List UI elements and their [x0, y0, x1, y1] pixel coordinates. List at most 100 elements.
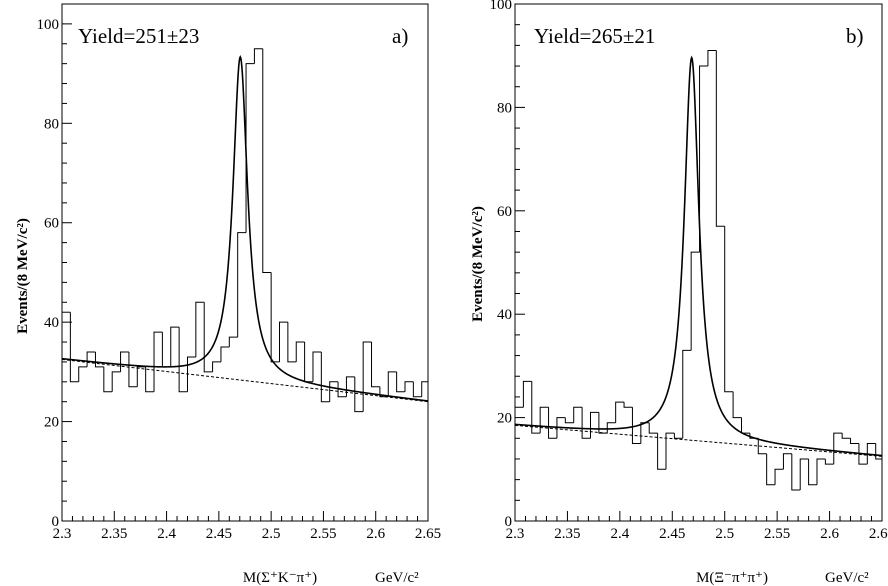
y-tick-label-a: 0 — [52, 514, 60, 530]
x-tick-label-b: 2.6 — [820, 526, 839, 542]
histogram-bin-a — [237, 232, 247, 338]
x-tick-label-a: 2.6 — [366, 526, 385, 542]
histogram-bin-b — [841, 433, 851, 439]
histogram-bin-a — [412, 381, 422, 398]
x-tick-label-b: 2.65 — [869, 526, 888, 542]
yield-annotation-b: Yield=265±21 — [534, 24, 655, 48]
histogram-bin-a — [345, 376, 355, 397]
histogram-bin-a — [94, 351, 104, 368]
histogram-bin-a — [136, 366, 146, 387]
histogram-bin-b — [564, 417, 574, 424]
histogram-bin-b — [673, 433, 683, 439]
panel-label-a: a) — [392, 24, 408, 48]
histogram-bin-a — [320, 351, 330, 403]
histogram-bin-a — [387, 371, 397, 397]
histogram-bin-a — [404, 381, 414, 392]
y-tick-label-b: 60 — [497, 204, 512, 220]
y-tick-label-b: 20 — [497, 411, 512, 427]
y-tick-label-b: 80 — [497, 100, 512, 116]
histogram-bin-a — [253, 48, 263, 64]
histogram-bin-a — [103, 366, 113, 393]
histogram-bin-a — [295, 341, 305, 362]
histogram-bin-b — [782, 453, 792, 470]
histogram-bin-a — [178, 327, 188, 393]
x-tick-label-a: 2.35 — [101, 526, 127, 542]
x-axis-label-b: M(Ξ⁻π⁺π⁺) — [696, 570, 768, 586]
histogram-bin-a — [186, 356, 196, 392]
histogram-bin-a — [337, 381, 347, 398]
histogram-bin-b — [791, 453, 801, 491]
x-tick-label-a: 2.45 — [206, 526, 232, 542]
x-tick-label-a: 2.65 — [415, 526, 441, 542]
y-tick-label-b: 0 — [505, 514, 513, 530]
histogram-bin-b — [699, 65, 708, 253]
x-tick-label-b: 2.45 — [659, 526, 685, 542]
histogram-bin-b — [589, 411, 599, 439]
histogram-bin-b — [631, 407, 641, 444]
y-tick-label-a: 20 — [44, 415, 59, 431]
plot-frame-a — [61, 3, 429, 522]
histogram-bin-b — [623, 402, 633, 408]
background-fit-a — [61, 358, 429, 403]
histogram-bin-b — [522, 380, 532, 408]
histogram-bin-b — [682, 349, 692, 439]
histogram-bin-a — [245, 63, 255, 233]
panel-label-b: b) — [846, 24, 864, 48]
y-tick-label-b: 100 — [490, 0, 513, 13]
x-tick-label-a: 2.5 — [262, 526, 281, 542]
histogram-bin-b — [858, 443, 868, 465]
x-tick-label-a: 2.3 — [53, 526, 72, 542]
histogram-bin-b — [850, 438, 859, 444]
histogram-bin-a — [78, 366, 88, 382]
y-tick-label-a: 60 — [44, 216, 59, 232]
histogram-bin-a — [287, 322, 297, 363]
histogram-bin-a — [312, 351, 322, 382]
histogram-bin-a — [69, 312, 79, 383]
x-tick-label-b: 2.5 — [715, 526, 734, 542]
histogram-bin-a — [128, 351, 138, 388]
background-fit-b — [514, 424, 883, 457]
x-tick-label-b: 2.55 — [764, 526, 790, 542]
histogram-bin-b — [657, 433, 666, 470]
histogram-bin-a — [212, 361, 221, 372]
histogram-bin-a — [111, 371, 121, 392]
histogram-bin-b — [598, 412, 608, 434]
histogram-bin-a — [170, 326, 180, 367]
histogram-bin-b — [799, 458, 809, 490]
panel-b: Events/(8 MeV/c²) Yield=265±21 b) M(Ξ⁻π⁺… — [470, 0, 888, 586]
histogram-bin-b — [757, 438, 767, 455]
histogram-bin-a — [153, 331, 163, 392]
histogram-bin-a — [195, 301, 205, 357]
plot-frame-b — [514, 3, 883, 522]
x-axis-unit-b: GeV/c² — [825, 570, 869, 586]
histogram-bin-b — [740, 417, 750, 434]
histogram-bin-b — [665, 432, 675, 470]
histogram-bin-a — [228, 336, 238, 348]
histogram-bin-a — [371, 342, 380, 388]
histogram-bin-a — [86, 351, 96, 367]
x-axis-unit-a: GeV/c² — [375, 570, 419, 586]
x-tick-label-b: 2.3 — [506, 526, 525, 542]
y-axis-label-a: Events/(8 MeV/c²) — [15, 218, 31, 334]
y-tick-label-a: 40 — [44, 315, 59, 331]
histogram-bin-b — [724, 226, 734, 393]
histogram-bin-b — [808, 458, 817, 486]
histogram-bin-b — [573, 406, 583, 423]
x-tick-label-a: 2.4 — [157, 526, 176, 542]
histogram-bin-a — [354, 376, 364, 413]
histogram-bin-b — [581, 407, 591, 439]
x-tick-label-b: 2.4 — [610, 526, 629, 542]
histogram-bin-b — [732, 391, 742, 419]
histogram-bin-b — [690, 251, 700, 351]
histogram-bin-b — [715, 50, 725, 227]
histogram-bin-b — [707, 50, 717, 67]
signal-fit-curve-a — [61, 55, 429, 402]
histogram-bin-b — [539, 406, 549, 434]
histogram-bin-a — [203, 302, 213, 373]
histogram-bin-b — [774, 468, 784, 485]
histogram-bin-a — [421, 381, 429, 521]
histogram-bin-b — [548, 407, 557, 439]
histogram-bin-b — [648, 422, 658, 434]
histogram-bin-a — [329, 381, 339, 402]
histogram-bin-a — [262, 48, 272, 273]
